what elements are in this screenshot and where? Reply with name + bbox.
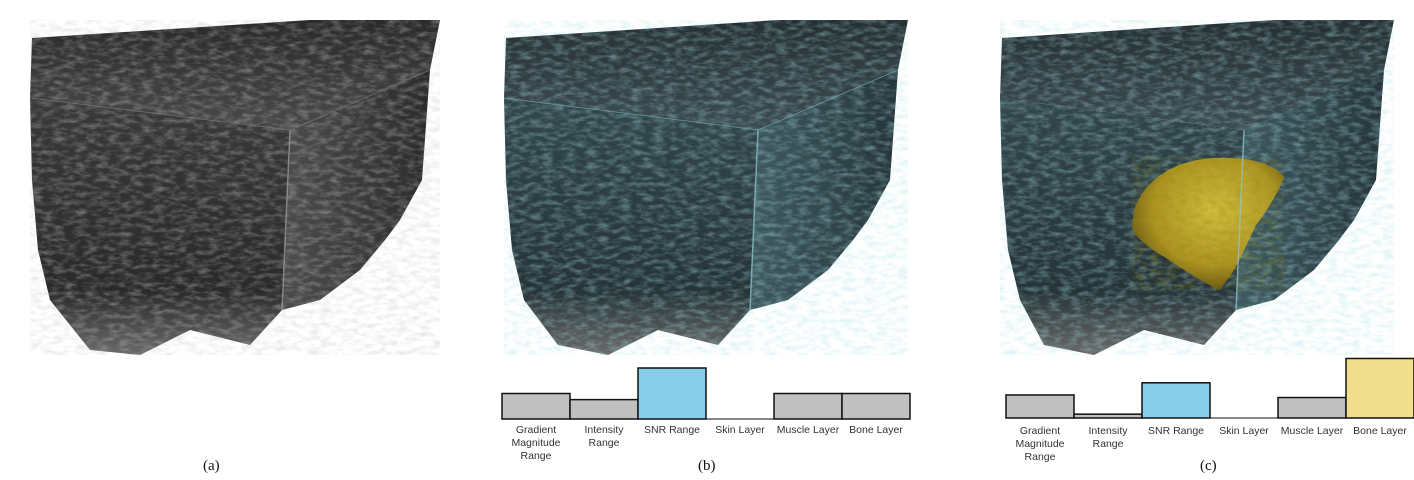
panel-a: (a) [0,0,470,480]
attribute-bar-chart-c: GradientMagnitudeRangeIntensityRangeSNR … [1005,357,1414,463]
bar-label: Muscle Layer [777,424,840,436]
volume-rendering-b [503,20,908,355]
panel-b: Gradient Magnitude Range Intensity Range SNR … [470,0,940,480]
bar-gradient-magnitude-range [1005,394,1075,419]
bar-label: Magnitude [511,437,560,449]
bar-bone-layer [841,392,911,420]
bar-label: Gradient [1020,425,1060,437]
bar-muscle-layer [773,392,843,420]
bar-intensity-range [569,398,639,420]
bar-label: SNR Range [1148,425,1204,437]
bar-label: Range [1093,438,1124,450]
bar-snr-range [1141,382,1211,419]
bar-label: Bone Layer [849,424,903,436]
attribute-bar-chart-b: GradientMagnitudeRangeIntensityRangeSNR … [501,367,911,462]
bar-label: Range [589,437,620,449]
bar-label: Intensity [584,424,624,436]
caption-c: (c) [1200,458,1217,474]
panel-c: Gradient Magnitude Range Intensity Range SNR … [944,0,1414,480]
bar-label: Magnitude [1015,438,1064,450]
bar-label: Intensity [1088,425,1128,437]
bar-label: Skin Layer [1219,425,1269,437]
bar-label: SNR Range [644,424,700,436]
bar-snr-range [637,367,707,420]
caption-b: (b) [698,458,716,474]
bar-gradient-magnitude-range [501,392,571,420]
bar-label: Muscle Layer [1281,425,1344,437]
bar-intensity-range [1073,413,1143,419]
bar-label: Range [521,450,552,462]
bar-label: Gradient [516,424,556,436]
bar-label: Range [1025,451,1056,463]
bar-label: Bone Layer [1353,425,1407,437]
bar-bone-layer [1345,357,1414,419]
bar-muscle-layer [1277,396,1347,419]
caption-a: (a) [203,458,220,474]
bar-label: Skin Layer [715,424,765,436]
volume-rendering-a [29,20,440,355]
volume-rendering-c [1000,20,1394,355]
